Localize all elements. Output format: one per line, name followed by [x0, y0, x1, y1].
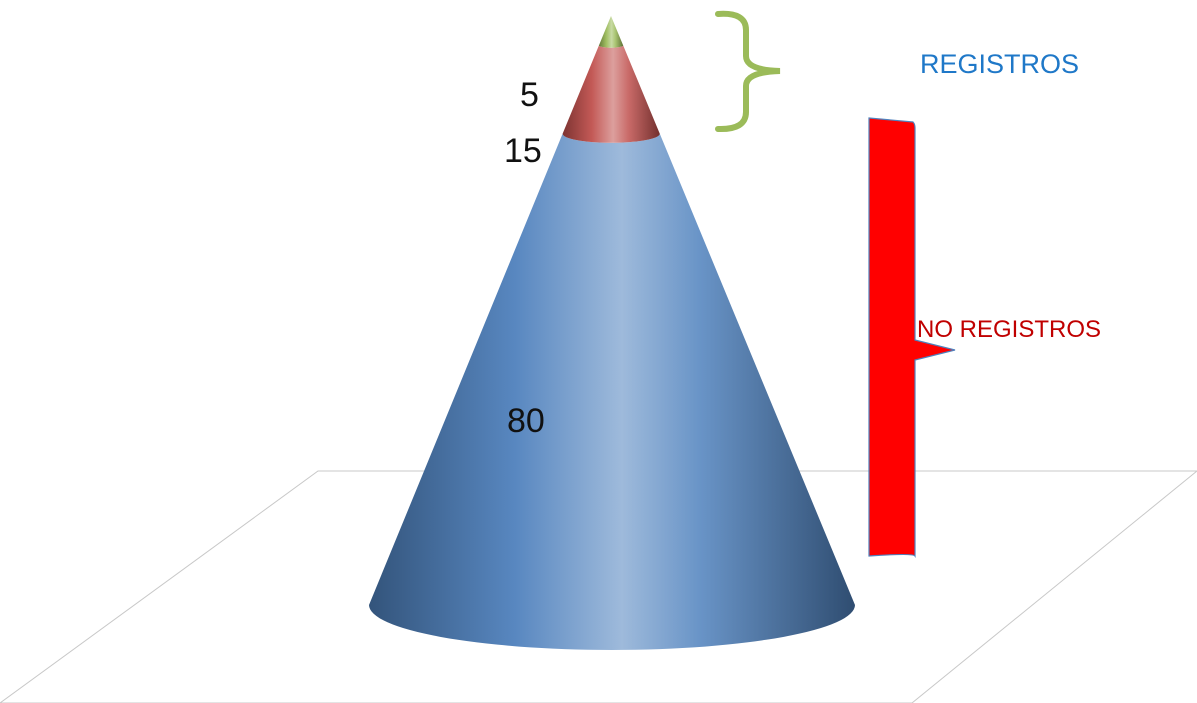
data-label-80: 80: [507, 402, 545, 440]
no-registros-bracket: [868, 117, 956, 558]
cone: [369, 16, 855, 651]
cone-segment-80: [369, 133, 855, 651]
cone-segment-15: [562, 45, 660, 143]
cone-segment-5: [598, 16, 624, 48]
no-registros-label: NO REGISTROS: [917, 316, 1101, 343]
registros-label: REGISTROS: [920, 49, 1079, 79]
data-label-5: 5: [520, 76, 539, 114]
data-label-15: 15: [504, 132, 542, 170]
registros-bracket: [715, 10, 781, 133]
